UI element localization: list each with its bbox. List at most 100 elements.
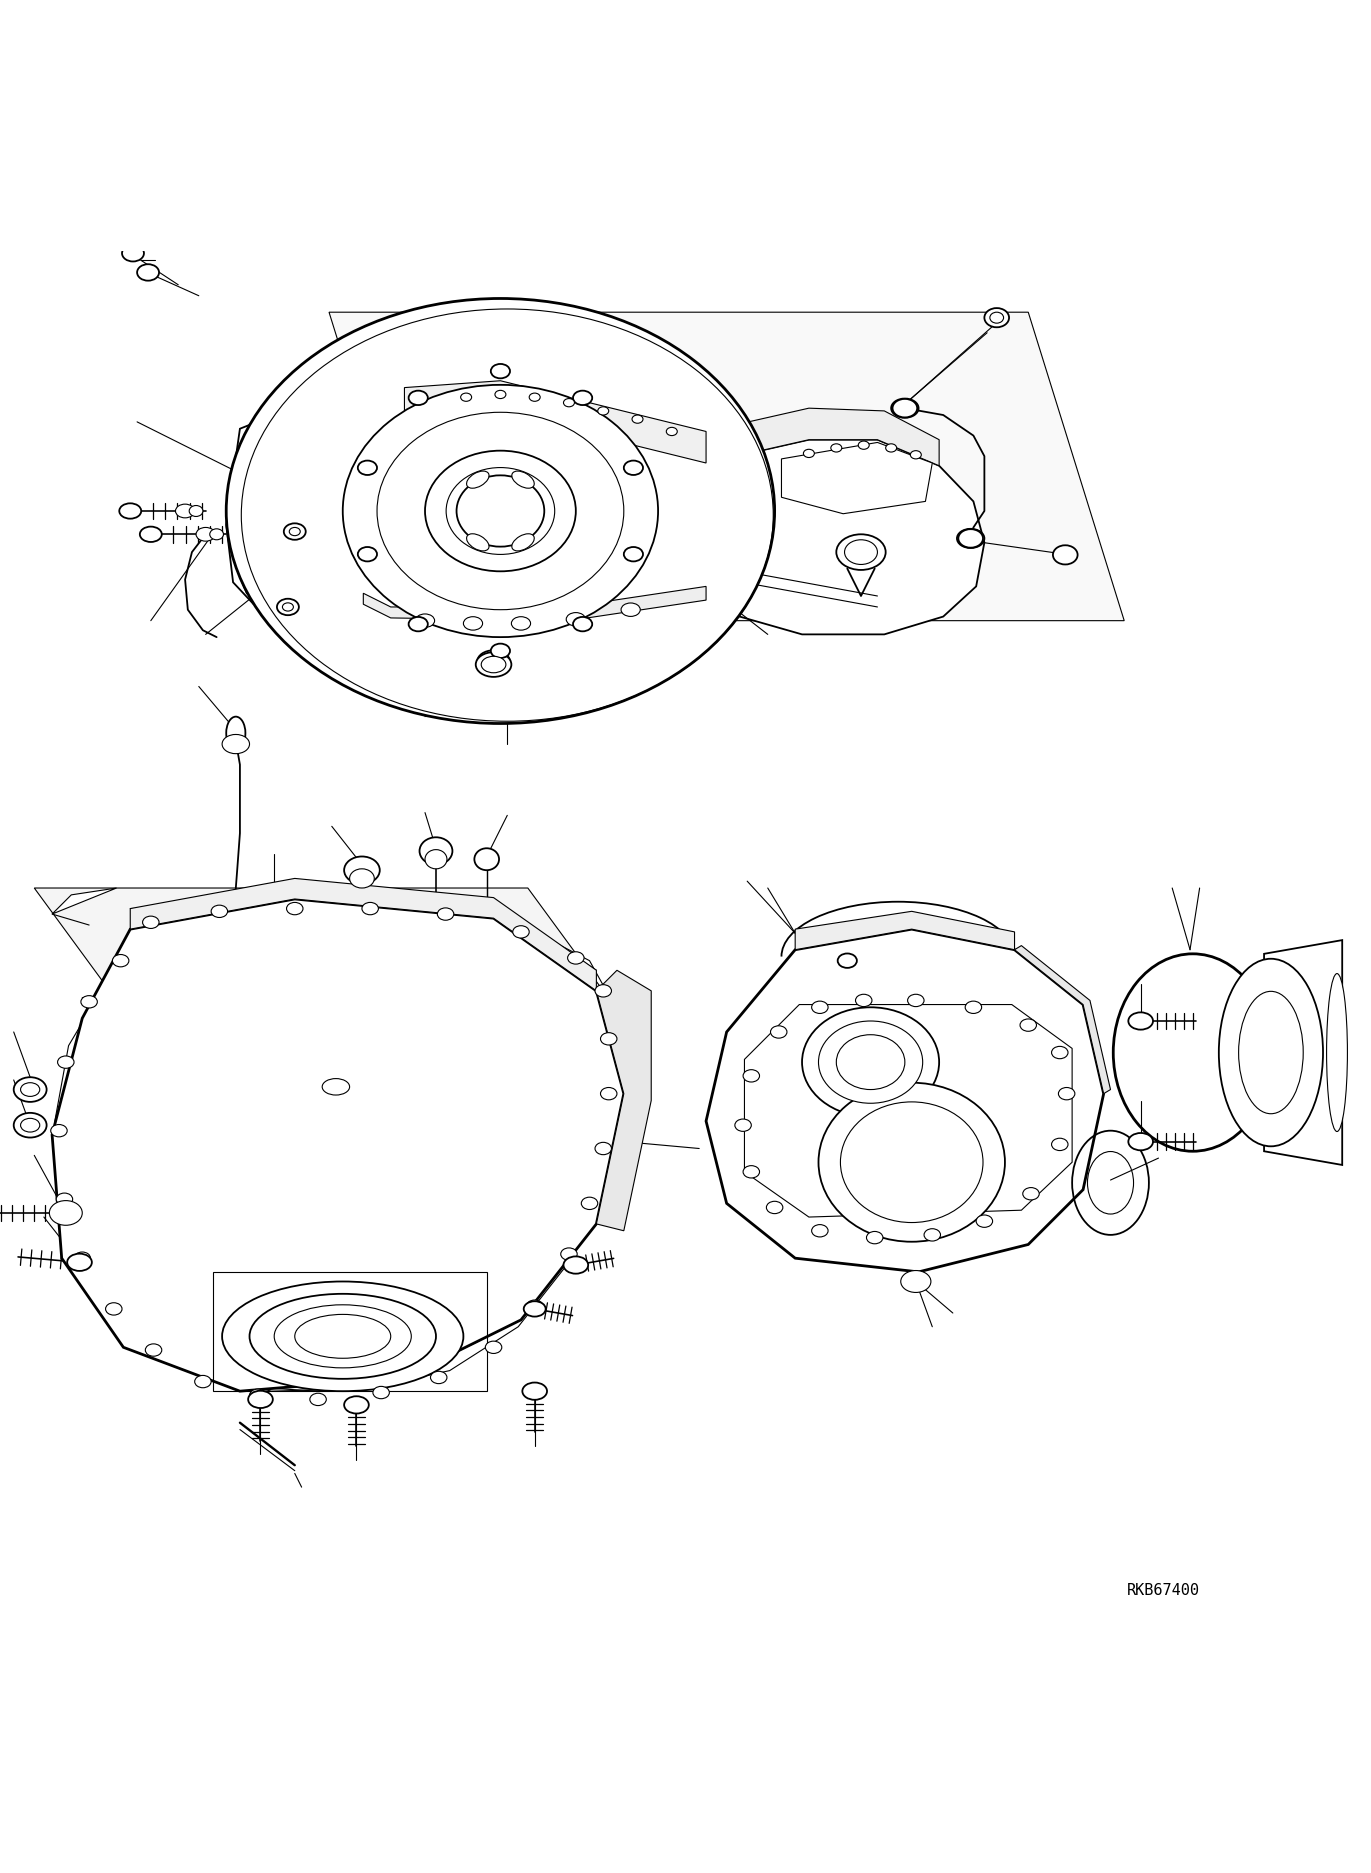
Polygon shape xyxy=(596,970,651,1231)
Ellipse shape xyxy=(522,1382,547,1399)
Ellipse shape xyxy=(563,1257,588,1274)
Ellipse shape xyxy=(140,528,162,543)
Ellipse shape xyxy=(908,995,924,1008)
Ellipse shape xyxy=(836,536,886,571)
Ellipse shape xyxy=(373,1386,389,1399)
Ellipse shape xyxy=(274,1305,411,1367)
Ellipse shape xyxy=(812,1225,828,1238)
Ellipse shape xyxy=(511,472,535,489)
Ellipse shape xyxy=(1053,545,1078,566)
Ellipse shape xyxy=(461,393,472,403)
Ellipse shape xyxy=(600,1034,617,1045)
Ellipse shape xyxy=(818,1021,923,1103)
Ellipse shape xyxy=(581,1197,598,1210)
Ellipse shape xyxy=(511,618,531,631)
Ellipse shape xyxy=(624,461,643,476)
Polygon shape xyxy=(363,586,706,622)
Ellipse shape xyxy=(437,908,454,922)
Ellipse shape xyxy=(666,429,677,436)
Ellipse shape xyxy=(624,547,643,562)
Ellipse shape xyxy=(1128,1133,1153,1150)
Ellipse shape xyxy=(210,530,223,541)
Ellipse shape xyxy=(1327,974,1348,1131)
Ellipse shape xyxy=(175,506,195,519)
Ellipse shape xyxy=(524,1302,546,1317)
Polygon shape xyxy=(706,440,984,635)
Ellipse shape xyxy=(573,618,592,631)
Ellipse shape xyxy=(818,1083,1005,1242)
Ellipse shape xyxy=(803,450,814,459)
Ellipse shape xyxy=(21,1118,40,1133)
Ellipse shape xyxy=(831,444,842,453)
Ellipse shape xyxy=(74,1253,90,1264)
Ellipse shape xyxy=(910,451,921,459)
Ellipse shape xyxy=(891,399,919,418)
Ellipse shape xyxy=(990,313,1004,324)
Ellipse shape xyxy=(446,468,555,554)
Ellipse shape xyxy=(474,848,499,871)
Ellipse shape xyxy=(743,1167,760,1178)
Polygon shape xyxy=(404,382,706,465)
Ellipse shape xyxy=(287,903,303,916)
Ellipse shape xyxy=(189,506,203,517)
Ellipse shape xyxy=(358,461,377,476)
Polygon shape xyxy=(1015,946,1111,1094)
Polygon shape xyxy=(781,444,932,515)
Ellipse shape xyxy=(211,907,228,918)
Ellipse shape xyxy=(195,1375,211,1388)
Ellipse shape xyxy=(481,657,506,674)
Ellipse shape xyxy=(1128,1013,1153,1030)
Ellipse shape xyxy=(595,985,611,998)
Ellipse shape xyxy=(52,1204,80,1223)
Ellipse shape xyxy=(485,1341,502,1354)
Ellipse shape xyxy=(838,953,857,968)
Ellipse shape xyxy=(466,534,489,553)
Ellipse shape xyxy=(568,951,584,965)
Ellipse shape xyxy=(812,1002,828,1013)
Ellipse shape xyxy=(563,399,574,408)
Ellipse shape xyxy=(425,451,576,571)
Polygon shape xyxy=(706,929,1104,1272)
Ellipse shape xyxy=(145,1345,162,1356)
Ellipse shape xyxy=(511,534,535,553)
Ellipse shape xyxy=(56,1193,73,1206)
Ellipse shape xyxy=(924,1229,941,1242)
Ellipse shape xyxy=(600,1088,617,1099)
Ellipse shape xyxy=(526,1300,543,1313)
Ellipse shape xyxy=(282,603,293,612)
Ellipse shape xyxy=(902,1272,930,1290)
Ellipse shape xyxy=(358,547,377,562)
Ellipse shape xyxy=(957,530,984,549)
Ellipse shape xyxy=(226,300,775,725)
Ellipse shape xyxy=(976,1216,993,1227)
Ellipse shape xyxy=(14,1113,47,1139)
Ellipse shape xyxy=(122,245,144,262)
Ellipse shape xyxy=(295,1315,391,1358)
Ellipse shape xyxy=(893,399,917,418)
Ellipse shape xyxy=(476,654,511,678)
Polygon shape xyxy=(226,414,706,622)
Ellipse shape xyxy=(477,652,510,674)
Ellipse shape xyxy=(250,1390,266,1401)
Polygon shape xyxy=(1264,940,1342,1165)
Ellipse shape xyxy=(58,1056,74,1069)
Ellipse shape xyxy=(1052,1139,1068,1150)
Ellipse shape xyxy=(632,416,643,423)
Ellipse shape xyxy=(112,955,129,966)
Polygon shape xyxy=(706,408,939,466)
Ellipse shape xyxy=(836,1036,905,1090)
Ellipse shape xyxy=(491,644,510,659)
Ellipse shape xyxy=(491,365,510,378)
Ellipse shape xyxy=(226,717,245,751)
Ellipse shape xyxy=(51,1126,67,1137)
Ellipse shape xyxy=(350,869,374,888)
Ellipse shape xyxy=(457,476,544,547)
Ellipse shape xyxy=(137,266,159,281)
Polygon shape xyxy=(329,313,1124,622)
Ellipse shape xyxy=(21,1083,40,1098)
Ellipse shape xyxy=(344,1397,369,1414)
Polygon shape xyxy=(130,878,596,991)
Ellipse shape xyxy=(343,386,658,639)
Ellipse shape xyxy=(322,1079,350,1096)
Ellipse shape xyxy=(196,528,215,541)
